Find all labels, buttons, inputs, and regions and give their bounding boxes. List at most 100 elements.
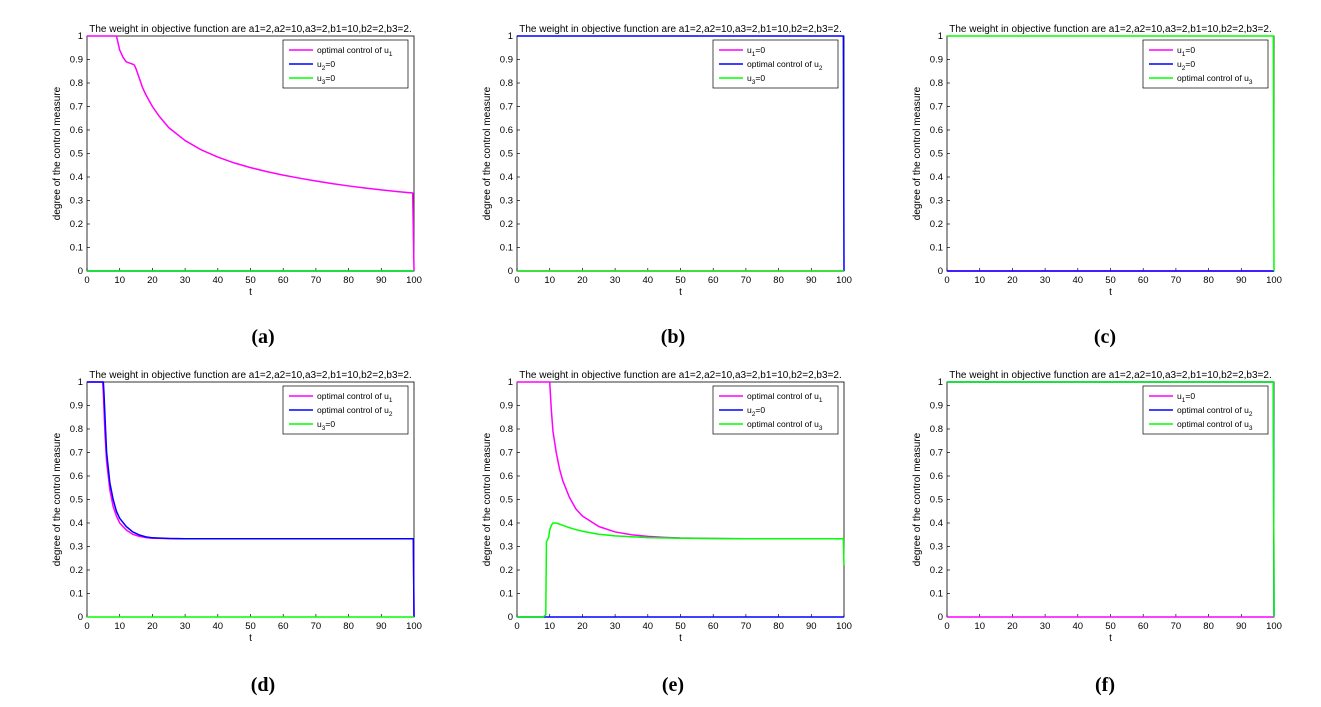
legend-label: optimal control of u3: [747, 419, 823, 432]
y-tick-label: 0.1: [930, 243, 943, 254]
legend-label: u2=0: [317, 59, 335, 72]
x-tick-label: 80: [343, 621, 354, 632]
x-tick-label: 100: [406, 621, 422, 632]
y-tick-label: 0.8: [930, 78, 943, 89]
chart-title: The weight in objective function are a1=…: [89, 370, 411, 381]
y-tick-label: 0: [938, 612, 943, 623]
y-tick-label: 0.9: [70, 401, 83, 412]
panel-d: The weight in objective function are a1=…: [40, 364, 460, 696]
chart-title: The weight in objective function are a1=…: [949, 24, 1271, 35]
series-line: [947, 381, 1275, 618]
y-tick-label: 0.6: [930, 471, 943, 482]
y-tick-label: 1: [78, 377, 83, 388]
x-tick-label: 60: [278, 275, 289, 286]
x-tick-label: 80: [773, 275, 784, 286]
y-tick-label: 0.7: [930, 102, 943, 113]
y-tick-label: 0.2: [70, 565, 83, 576]
y-tick-label: 0.4: [70, 172, 83, 183]
legend-label: optimal control of u1: [317, 45, 393, 58]
y-tick-label: 0: [78, 612, 83, 623]
y-tick-label: 0.1: [500, 243, 513, 254]
x-tick-label: 30: [1040, 275, 1051, 286]
x-tick-label: 20: [1007, 621, 1018, 632]
y-tick-label: 0.7: [930, 448, 943, 459]
x-tick-label: 50: [1105, 275, 1116, 286]
chart-e: The weight in objective function are a1=…: [482, 370, 852, 644]
legend-label: optimal control of u3: [1177, 73, 1253, 86]
chart-a: The weight in objective function are a1=…: [52, 24, 422, 298]
series-line: [87, 381, 415, 618]
panel-c: The weight in objective function are a1=…: [900, 18, 1320, 348]
x-tick-label: 20: [147, 275, 158, 286]
y-tick-label: 0.9: [70, 55, 83, 66]
legend-label: optimal control of u1: [747, 391, 823, 404]
caption-a: (a): [251, 326, 275, 348]
x-tick-label: 70: [311, 275, 322, 286]
x-axis-label: t: [679, 633, 682, 644]
caption-b: (b): [660, 326, 686, 348]
x-tick-label: 70: [741, 621, 752, 632]
panel-a: The weight in objective function are a1=…: [40, 18, 460, 348]
x-tick-label: 40: [1073, 621, 1084, 632]
legend-label: optimal control of u1: [317, 391, 393, 404]
x-tick-label: 0: [944, 621, 949, 632]
x-tick-label: 70: [1171, 621, 1182, 632]
x-tick-label: 50: [675, 621, 686, 632]
x-tick-label: 10: [114, 275, 125, 286]
y-tick-label: 0.5: [70, 149, 83, 160]
legend-label: u1=0: [1177, 391, 1195, 404]
y-tick-label: 0.7: [500, 448, 513, 459]
y-tick-label: 0.3: [500, 196, 513, 207]
x-tick-label: 10: [544, 275, 555, 286]
y-tick-label: 0.1: [930, 589, 943, 600]
x-tick-label: 100: [836, 621, 852, 632]
x-tick-label: 30: [1040, 621, 1051, 632]
x-tick-label: 70: [1171, 275, 1182, 286]
legend-label: u3=0: [317, 73, 335, 86]
y-axis-label: degree of the control measure: [482, 432, 493, 566]
caption-d: (d): [250, 674, 276, 696]
caption-f: (f): [1095, 674, 1115, 696]
y-tick-label: 0.7: [500, 102, 513, 113]
y-tick-label: 0.8: [70, 424, 83, 435]
legend-label: optimal control of u2: [317, 405, 393, 418]
x-tick-label: 60: [708, 275, 719, 286]
chart-c: The weight in objective function are a1=…: [912, 24, 1282, 298]
chart-f: The weight in objective function are a1=…: [912, 370, 1282, 644]
legend-label: u1=0: [1177, 45, 1195, 58]
series-line: [517, 35, 845, 272]
x-axis-label: t: [1109, 287, 1112, 298]
x-tick-label: 0: [84, 275, 89, 286]
chart-title: The weight in objective function are a1=…: [949, 370, 1271, 381]
legend-label: u3=0: [317, 419, 335, 432]
legend-label: u3=0: [747, 73, 765, 86]
y-tick-label: 1: [508, 377, 513, 388]
x-tick-label: 80: [1203, 275, 1214, 286]
y-axis-label: degree of the control measure: [52, 86, 63, 220]
x-tick-label: 60: [1138, 275, 1149, 286]
y-tick-label: 0.5: [500, 149, 513, 160]
y-tick-label: 0.4: [930, 172, 943, 183]
x-tick-label: 40: [1073, 275, 1084, 286]
y-tick-label: 0.7: [70, 448, 83, 459]
y-axis-label: degree of the control measure: [912, 432, 923, 566]
x-tick-label: 80: [343, 275, 354, 286]
x-tick-label: 100: [836, 275, 852, 286]
x-tick-label: 50: [1105, 621, 1116, 632]
y-tick-label: 0.3: [500, 542, 513, 553]
x-tick-label: 60: [708, 621, 719, 632]
x-tick-label: 60: [278, 621, 289, 632]
y-tick-label: 0.9: [500, 55, 513, 66]
y-tick-label: 0.3: [930, 196, 943, 207]
y-tick-label: 0.2: [930, 219, 943, 230]
y-tick-label: 0.6: [70, 471, 83, 482]
y-tick-label: 0.4: [500, 518, 513, 529]
caption-e: (e): [661, 674, 685, 696]
y-tick-label: 0.6: [70, 125, 83, 136]
legend-label: u2=0: [747, 405, 765, 418]
y-tick-label: 0.2: [500, 219, 513, 230]
x-tick-label: 20: [147, 621, 158, 632]
